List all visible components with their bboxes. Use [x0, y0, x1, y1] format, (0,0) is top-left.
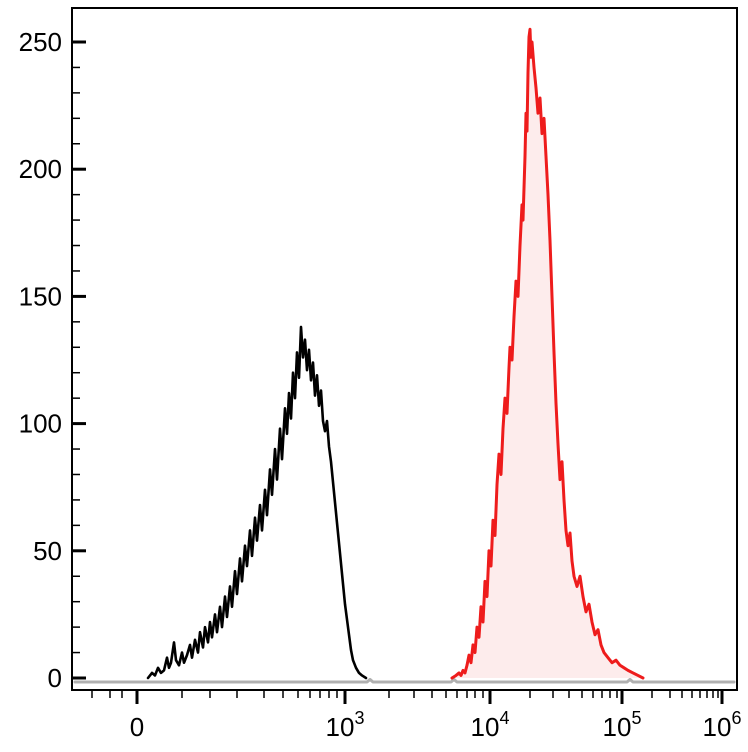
- y-tick-label: 100: [19, 409, 62, 439]
- frame-group: [71, 7, 738, 691]
- x-tick-label: 0: [130, 712, 144, 742]
- series-fill-stained-sample: [452, 29, 643, 678]
- y-tick-label: 50: [33, 536, 62, 566]
- y-tick-label: 200: [19, 154, 62, 184]
- series-line-unstained-control: [146, 325, 368, 680]
- plot-frame: [71, 7, 738, 691]
- series-group: [73, 27, 736, 684]
- y-tick-label: 150: [19, 281, 62, 311]
- x-tick-label: 103: [326, 708, 365, 742]
- series-line-stained-sample: [450, 27, 645, 680]
- y-tick-label: 250: [19, 27, 62, 57]
- x-tick-label: 106: [703, 708, 742, 742]
- axis-ticks-group: [72, 40, 724, 704]
- y-tick-label: 0: [48, 663, 62, 693]
- series-line-baseline-trace: [73, 677, 736, 684]
- x-tick-label: 105: [603, 708, 642, 742]
- x-tick-label: 104: [471, 708, 510, 742]
- axis-labels-group: 0 103 104 105 106 0 50 100 150 200 250: [19, 27, 742, 742]
